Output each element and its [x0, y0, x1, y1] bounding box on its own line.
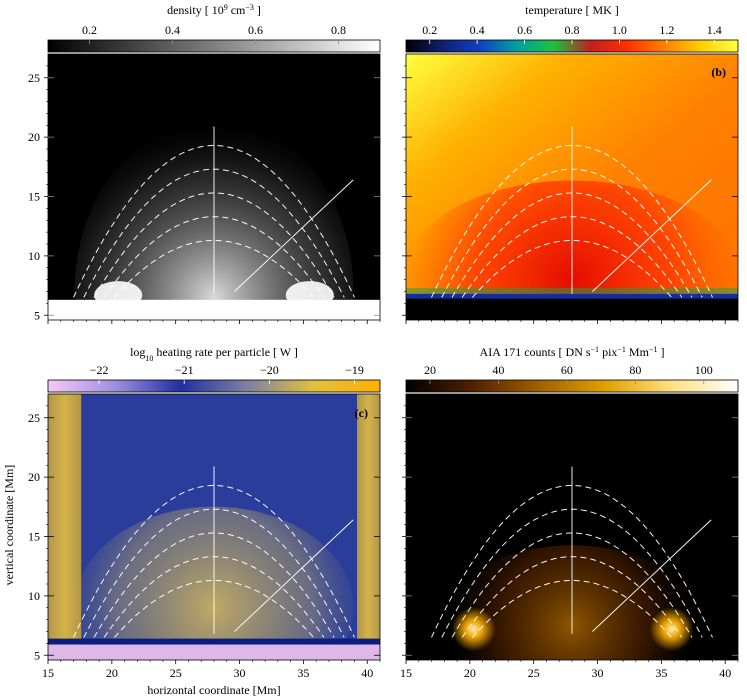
cut-label-a: [a]: [566, 449, 578, 461]
colorbar-d: 20 40 60 80 100 AIA 171 counts [ DN s−1 pix−…: [405, 345, 739, 393]
heatmap-image-d: [406, 394, 738, 660]
x-tick-label: 20: [106, 666, 118, 680]
panel-b: 0.2 0.4 0.6 0.8 1.0 1.2 1.4 temperature [ MK ]…: [402, 3, 739, 324]
y-tick-label: 10: [28, 249, 40, 263]
panel-d: 20 40 60 80 100 AIA 171 counts [ DN s−1 pix−…: [400, 345, 739, 680]
x-axis-label: horizontal coordinate [Mm]: [147, 683, 280, 697]
colorbar-tick-label: 0.8: [565, 23, 580, 37]
colorbar-label-a: density [ 109 cm−3 ]: [167, 3, 261, 18]
colorbar-tick-label: 1.4: [707, 23, 722, 37]
heatmap-a: 5 10 15 20 25: [28, 53, 381, 324]
heatmap-image-b: [406, 54, 738, 320]
heatmap-d: [a] [b] 15 20 25 30 35 40: [400, 393, 739, 680]
x-tick-label: 15: [42, 666, 54, 680]
cut-line-b: [234, 179, 354, 292]
colorbar-tick-label: −22: [90, 363, 109, 377]
colorbar-tick-label: −19: [345, 363, 364, 377]
x-tick-label: 25: [170, 666, 182, 680]
x-tick-label: 25: [528, 666, 540, 680]
panel-c: −22 −21 −20 −19 log10 heating rate per part…: [28, 345, 381, 680]
y-tick-label: 5: [34, 648, 40, 662]
panel-label-b: (b): [711, 65, 726, 79]
colorbar-label-d: AIA 171 counts [ DN s−1 pix−1 Mm−1 ]: [480, 345, 665, 360]
cut-line-b: [234, 519, 354, 632]
y-tick-label: 20: [28, 470, 40, 484]
colorbar-tick-label: 0.2: [422, 23, 437, 37]
colorbar-a: 0.2 0.4 0.6 0.8 density [ 109 cm−3 ]: [47, 3, 381, 53]
x-tick-label: 20: [464, 666, 476, 680]
x-tick-label: 15: [400, 666, 412, 680]
colorbar-tick-label: 0.2: [82, 23, 97, 37]
field-line-arc: [114, 239, 314, 298]
x-tick-label: 35: [655, 666, 667, 680]
panel-label-c: (c): [355, 406, 368, 420]
colorbar-tick-label: −20: [260, 363, 279, 377]
field-line-arc: [114, 579, 314, 638]
colorbar-tick-label: 1.0: [612, 23, 627, 37]
panel-label-a: (a): [354, 65, 368, 79]
cut-line-b: [592, 519, 712, 632]
heatmap-image-a: [48, 54, 380, 320]
y-tick-label: 25: [28, 71, 40, 85]
y-tick-label: 15: [28, 190, 40, 204]
colorbar-tick-label: 100: [695, 363, 713, 377]
colorbar-tick-label: 1.2: [659, 23, 674, 37]
cut-label-b: [b]: [713, 500, 726, 512]
colorbar-tick-label: 60: [561, 363, 573, 377]
colorbar-tick-label: 0.4: [470, 23, 485, 37]
panel-label-d: (d): [711, 406, 726, 420]
colorbar-tick-label: 20: [424, 363, 436, 377]
colorbar-tick-label: −21: [175, 363, 194, 377]
colorbar-tick-label: 0.6: [517, 23, 532, 37]
colorbar-c: −22 −21 −20 −19 log10 heating rate per part…: [47, 345, 381, 393]
y-tick-label: 10: [28, 589, 40, 603]
y-tick-label: 15: [28, 530, 40, 544]
heatmap-c: 5 10 15 20 25 15 20 25 30 35 40: [28, 393, 381, 680]
colorbar-label-b: temperature [ MK ]: [525, 3, 619, 17]
colorbar-b: 0.2 0.4 0.6 0.8 1.0 1.2 1.4 temperature [ MK ]: [405, 3, 739, 53]
colorbar-tick-label: 40: [492, 363, 504, 377]
x-tick-label: 40: [719, 666, 731, 680]
field-line-arc: [472, 239, 672, 298]
x-tick-label: 30: [592, 666, 604, 680]
cut-line-b: [592, 179, 712, 292]
panel-a: 0.2 0.4 0.6 0.8 density [ 109 cm−3 ] 5 10 15 2…: [28, 3, 381, 324]
heatmap-b: [402, 53, 739, 324]
heatmap-image-c: [48, 394, 380, 660]
colorbar-tick-label: 0.6: [248, 23, 263, 37]
field-line-arc: [472, 579, 672, 638]
y-tick-label: 20: [28, 130, 40, 144]
y-tick-label: 5: [34, 308, 40, 322]
x-tick-label: 30: [234, 666, 246, 680]
colorbar-tick-label: 0.8: [331, 23, 346, 37]
y-tick-label: 25: [28, 411, 40, 425]
y-axis-label: vertical coordinate [Mm]: [2, 465, 16, 586]
x-tick-label: 40: [361, 666, 373, 680]
colorbar-tick-label: 0.4: [165, 23, 180, 37]
colorbar-tick-label: 80: [629, 363, 641, 377]
colorbar-label-c: log10 heating rate per particle [ W ]: [130, 345, 298, 363]
x-tick-label: 35: [297, 666, 309, 680]
